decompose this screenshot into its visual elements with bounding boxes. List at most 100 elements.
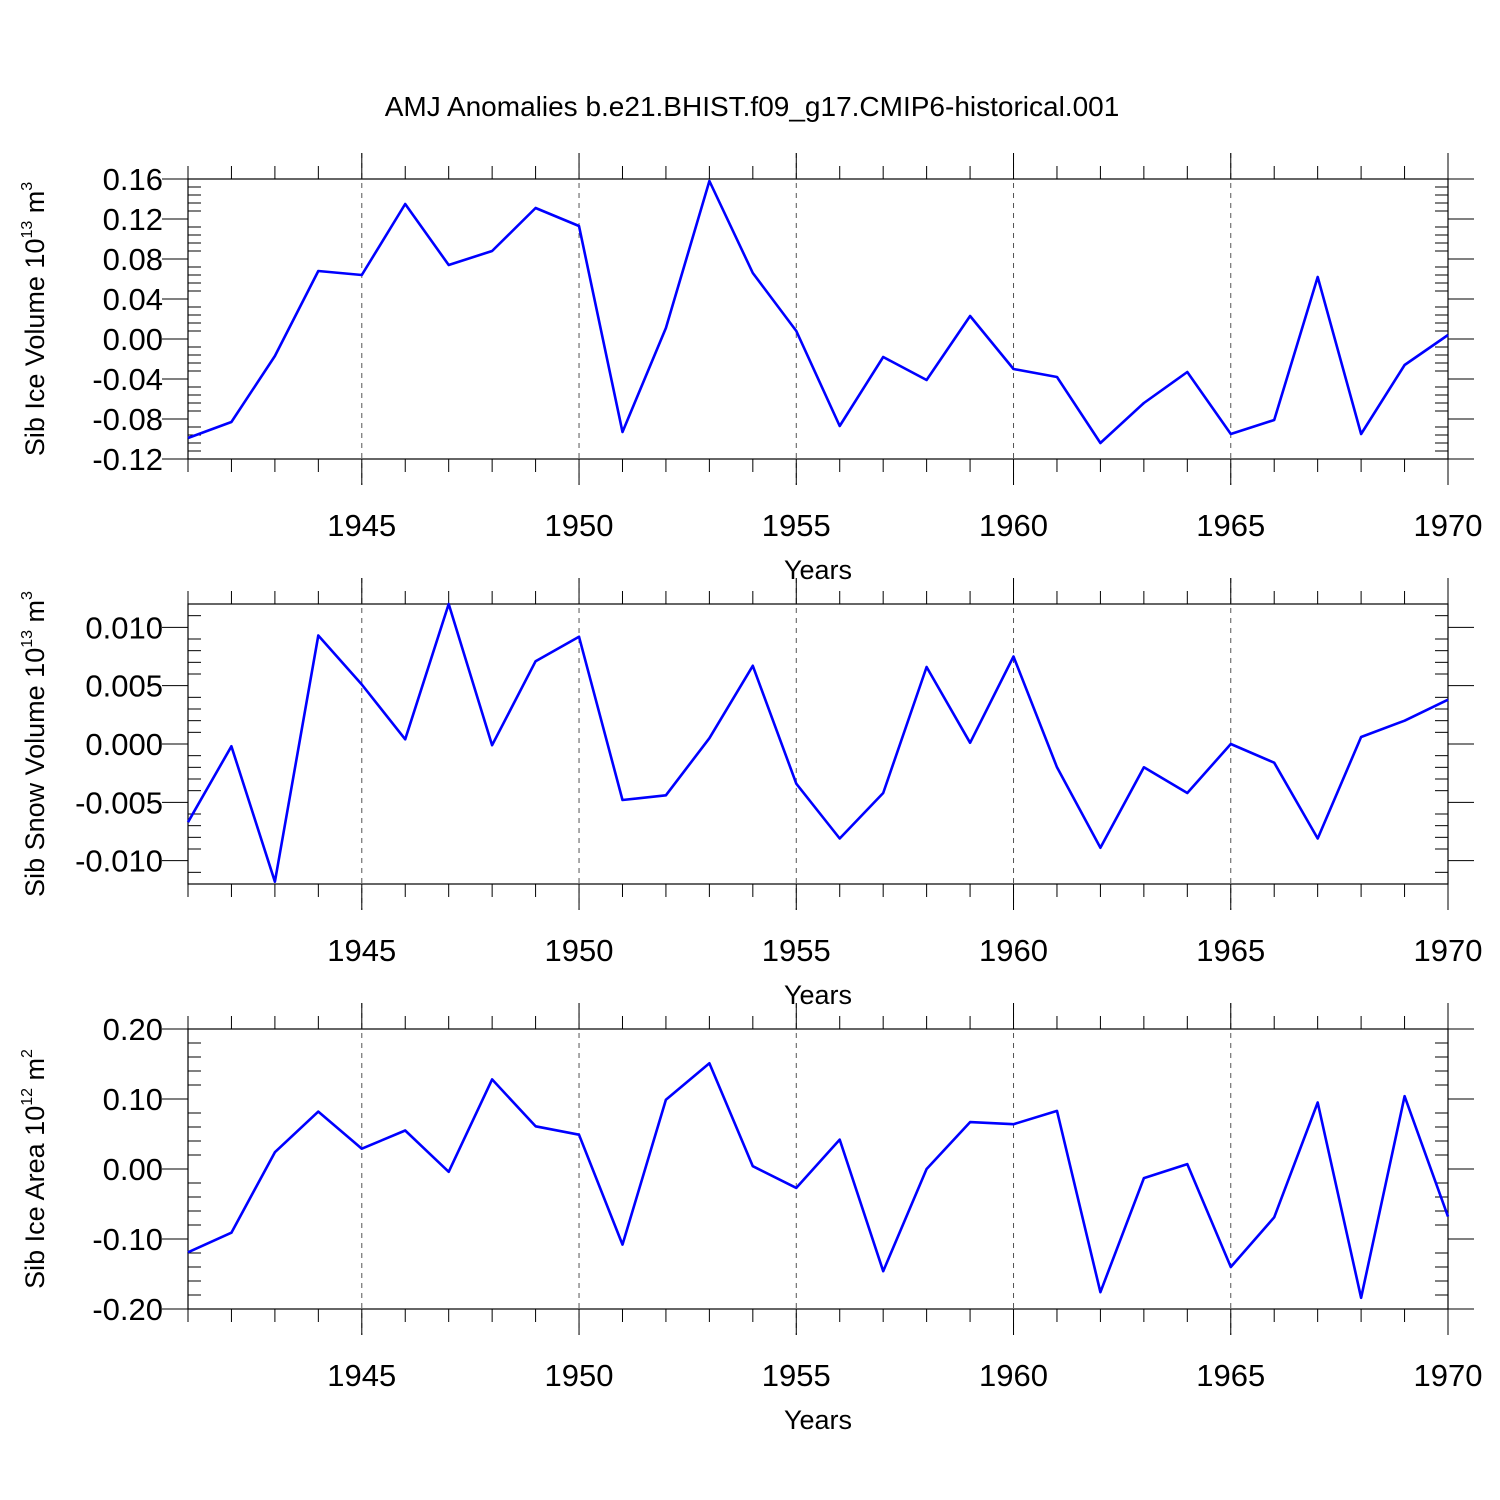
y-tick-label: -0.010	[75, 844, 163, 879]
data-point	[1359, 432, 1363, 436]
series-line	[187, 179, 1449, 445]
data-point	[186, 436, 190, 440]
data-point	[360, 1147, 364, 1151]
panel-3: -0.20 -0.10 0.00 0.10 0.20 1945 1950 1955 1960 19…	[19, 1003, 1482, 1435]
data-point	[1012, 367, 1016, 371]
y-tick-label: 0.12	[103, 202, 163, 237]
data-point	[534, 659, 538, 663]
x-tick-label: 1945	[327, 933, 396, 968]
y-tick-label: -0.20	[92, 1292, 163, 1327]
y-axis-label: Sib Ice Area 1012 m2	[19, 1049, 50, 1289]
data-point	[838, 837, 842, 841]
data-point	[1359, 735, 1363, 739]
data-point	[403, 1129, 407, 1133]
data-point	[620, 798, 624, 802]
plot-frame	[187, 603, 1449, 885]
data-point	[577, 1133, 581, 1137]
x-tick-label: 1945	[327, 1358, 396, 1393]
data-point	[577, 635, 581, 639]
data-point	[403, 202, 407, 206]
data-point	[1142, 1176, 1146, 1180]
data-point	[1142, 401, 1146, 405]
data-point	[1403, 719, 1407, 723]
data-point	[838, 1138, 842, 1142]
panel-1: -0.12 -0.08 -0.04 0.00 0.04 0.08 0.12 0.16 1945 1…	[19, 153, 1482, 585]
data-point	[1185, 1162, 1189, 1166]
x-tick-label: 1965	[1196, 1358, 1265, 1393]
data-point	[1446, 1215, 1450, 1219]
data-point	[447, 263, 451, 267]
data-point	[707, 179, 711, 183]
y-tick-label: 0.08	[103, 242, 163, 277]
data-point	[707, 1061, 711, 1065]
data-point	[403, 737, 407, 741]
y-tick-label: 0.010	[85, 610, 163, 645]
data-point	[534, 1124, 538, 1128]
data-point	[490, 249, 494, 253]
panels: -0.12 -0.08 -0.04 0.00 0.04 0.08 0.12 0.16 1945 1…	[19, 153, 1482, 1435]
data-point	[229, 420, 233, 424]
data-point	[447, 602, 451, 606]
y-tick-label: 0.20	[103, 1012, 163, 1047]
data-point	[273, 1150, 277, 1154]
data-point	[1055, 765, 1059, 769]
data-point	[881, 355, 885, 359]
data-point	[664, 1098, 668, 1102]
data-point	[186, 820, 190, 824]
data-point	[1229, 742, 1233, 746]
y-axis-label: Sib Ice Volume 1013 m3	[19, 182, 50, 456]
x-axis-label: Years	[784, 980, 852, 1010]
data-point	[1012, 1122, 1016, 1126]
y-axis-label: Sib Snow Volume 1013 m3	[19, 591, 50, 897]
data-point	[1446, 698, 1450, 702]
data-point	[925, 378, 929, 382]
x-axis-label: Years	[784, 555, 852, 585]
x-tick-label: 1965	[1196, 933, 1265, 968]
data-point	[881, 791, 885, 795]
figure-title: AMJ Anomalies b.e21.BHIST.f09_g17.CMIP6-…	[385, 91, 1120, 122]
x-tick-label: 1960	[979, 508, 1048, 543]
data-point	[1272, 1215, 1276, 1219]
data-point	[360, 683, 364, 687]
series-line	[186, 602, 1449, 884]
x-tick-label: 1950	[545, 933, 614, 968]
data-point	[1098, 846, 1102, 850]
y-tick-label: -0.08	[92, 402, 163, 437]
data-point	[1272, 761, 1276, 765]
x-tick-label: 1955	[762, 933, 831, 968]
data-point	[447, 1170, 451, 1174]
data-point	[664, 793, 668, 797]
x-tick-label: 1955	[762, 1358, 831, 1393]
data-point	[794, 1186, 798, 1190]
plot-frame	[187, 178, 1449, 460]
y-tick-label: 0.00	[103, 322, 163, 357]
y-tick-label: -0.04	[92, 362, 163, 397]
data-point	[1359, 1296, 1363, 1300]
data-point	[534, 206, 538, 210]
data-point	[360, 273, 364, 277]
y-tick-label: 0.005	[85, 669, 163, 704]
data-point	[229, 744, 233, 748]
data-point	[1185, 370, 1189, 374]
data-point	[1229, 432, 1233, 436]
y-tick-label: 0.04	[103, 282, 163, 317]
data-point	[1012, 655, 1016, 659]
y-tick-label: -0.005	[75, 785, 163, 820]
x-tick-label: 1960	[979, 933, 1048, 968]
panel-2: -0.010 -0.005 0.000 0.005 0.010 1945 1950 1955 1…	[19, 578, 1482, 1010]
y-tick-label: 0.000	[85, 727, 163, 762]
x-tick-label: 1970	[1414, 1358, 1483, 1393]
x-tick-label: 1950	[545, 1358, 614, 1393]
data-point	[1098, 1290, 1102, 1294]
x-tick-label: 1970	[1414, 933, 1483, 968]
x-tick-label: 1965	[1196, 508, 1265, 543]
x-axis-label: Years	[784, 1405, 852, 1435]
data-point	[1446, 333, 1450, 337]
data-point	[1142, 765, 1146, 769]
y-tick-label: 0.10	[103, 1082, 163, 1117]
data-point	[925, 665, 929, 669]
data-point	[925, 1167, 929, 1171]
data-point	[664, 326, 668, 330]
data-point	[1403, 1094, 1407, 1098]
data-point	[1229, 1265, 1233, 1269]
